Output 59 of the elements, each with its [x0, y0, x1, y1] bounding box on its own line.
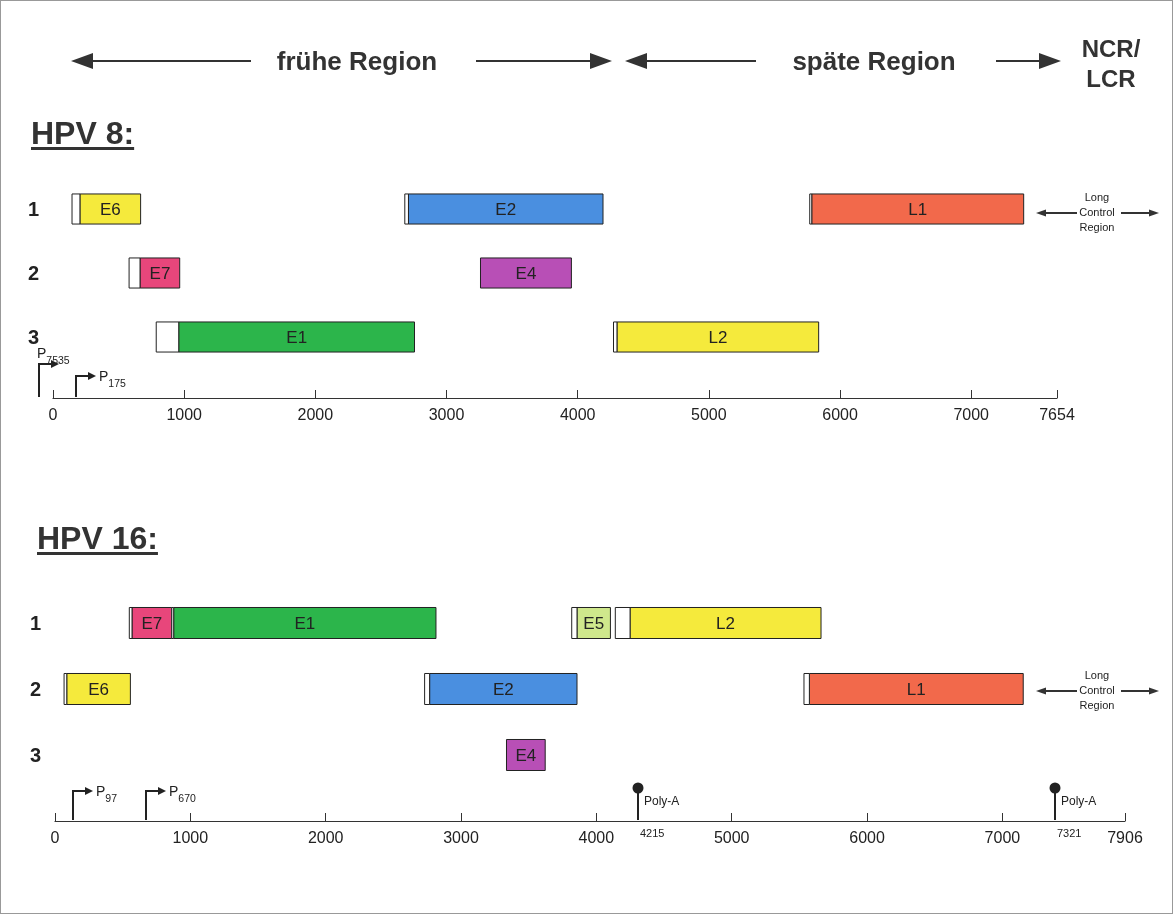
y-tick-label: 1	[27, 198, 39, 220]
x-tick-label: 3000	[428, 405, 465, 423]
x-tick-label: 7000	[984, 828, 1021, 846]
y-tick-label: 1	[29, 612, 41, 634]
annotation: P$_{175}$	[99, 368, 127, 389]
x-tick-label: 7000	[953, 405, 990, 423]
bar	[407, 193, 604, 225]
series-label: E4	[515, 263, 537, 283]
x-tick-label: 2000	[307, 828, 344, 846]
text: späte Region	[792, 46, 956, 76]
x-tick-label: 7906	[1107, 828, 1143, 846]
text: 4215	[640, 827, 665, 839]
series-label: E5	[583, 613, 605, 633]
chart-title: HPV 8:	[31, 115, 135, 151]
text: Poly-A	[1061, 794, 1097, 808]
series-label: E1	[286, 327, 308, 347]
bar	[173, 606, 437, 640]
annotation: P$_{97}$	[96, 783, 118, 804]
text: frühe Region	[276, 46, 438, 76]
x-tick-label: 1000	[166, 405, 203, 423]
x-tick-label: 1000	[172, 828, 209, 846]
x-tick-label: 0	[48, 405, 58, 423]
series-label: E6	[99, 199, 121, 219]
x-tick-label: 6000	[849, 828, 885, 846]
series-label: E7	[149, 263, 171, 283]
chart-title: HPV 16:	[37, 520, 158, 556]
x-tick-label: 3000	[443, 828, 479, 846]
bar	[616, 321, 820, 353]
bar	[479, 257, 572, 289]
series-label: E4	[515, 745, 537, 765]
text: NCR/LCR	[1081, 35, 1141, 92]
bar	[66, 672, 131, 706]
series-label: E2	[495, 199, 517, 219]
x-tick-label: 5000	[713, 828, 750, 846]
annotation: P$_{670}$	[169, 783, 197, 804]
x-tick-label: 4000	[578, 828, 615, 846]
series-label: L2	[716, 613, 735, 633]
y-tick-label: 2	[29, 678, 41, 700]
x-tick-label: 5000	[691, 405, 727, 423]
x-tick-label: 0	[50, 828, 60, 846]
series-label: L1	[908, 199, 928, 219]
x-tick-label: 4000	[559, 405, 596, 423]
x-tick-label: 2000	[297, 405, 334, 423]
bar	[811, 193, 1025, 225]
y-tick-label: 3	[29, 744, 41, 766]
text: Long Control Region	[1079, 191, 1115, 233]
text: 7321	[1057, 827, 1082, 839]
text: Poly-A	[644, 794, 680, 808]
series-label: L2	[708, 327, 728, 347]
y-tick-label: 3	[27, 326, 39, 348]
x-tick-label: 7654	[1039, 405, 1075, 423]
series-label: E2	[492, 679, 514, 699]
series-label: E6	[88, 679, 109, 699]
series-label: E7	[141, 613, 163, 633]
annotation: Long Control Region	[1079, 669, 1115, 711]
y-tick-label: 2	[27, 262, 39, 284]
series-label: L1	[906, 679, 926, 699]
series-label: E1	[294, 613, 316, 633]
x-tick-label: 6000	[822, 405, 858, 423]
